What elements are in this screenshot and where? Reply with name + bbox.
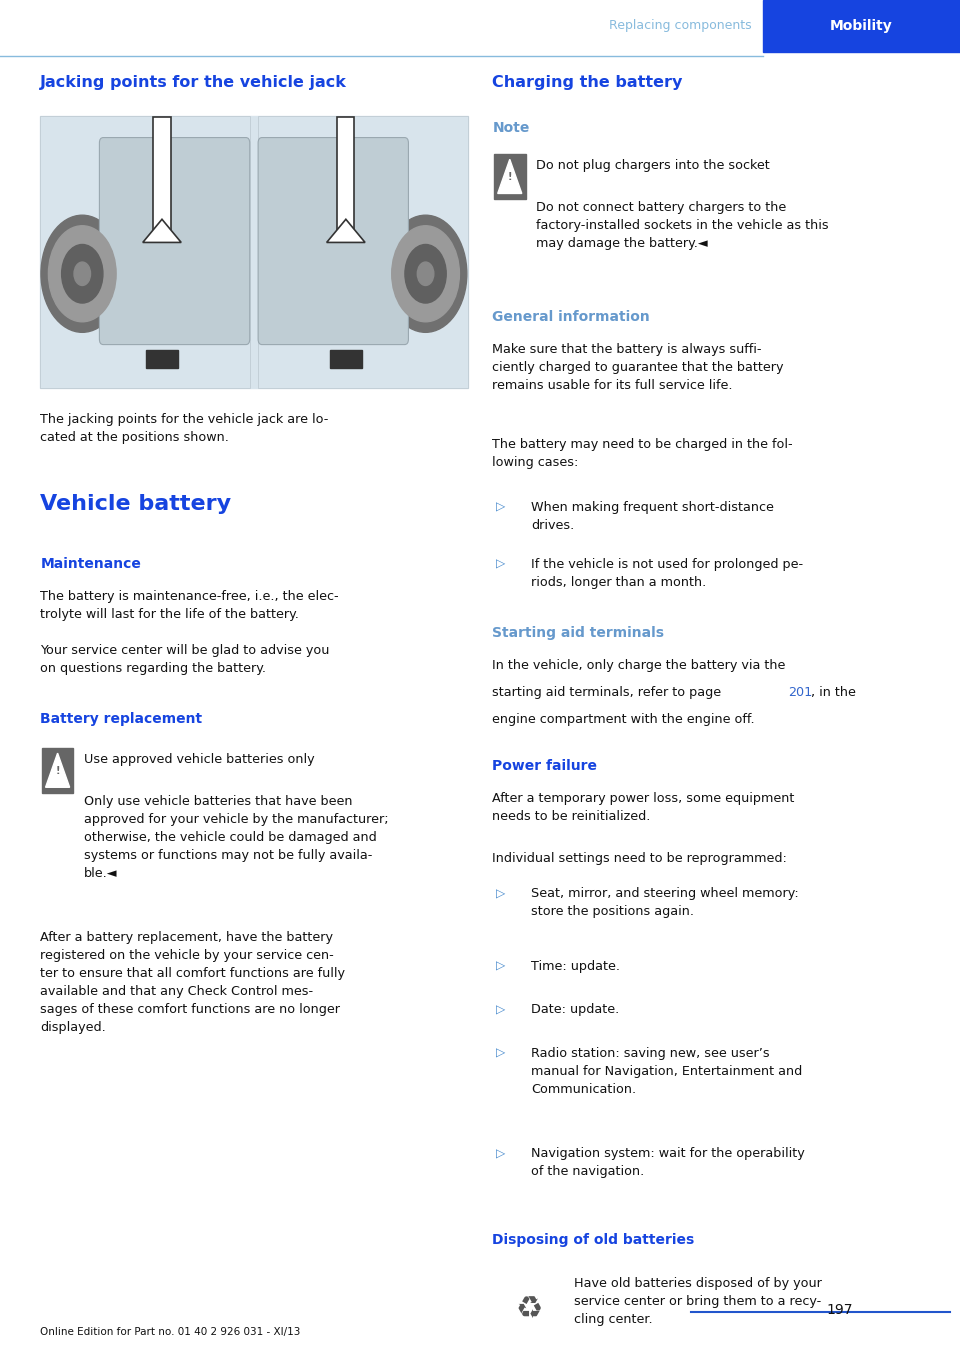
Text: Do not plug chargers into the socket: Do not plug chargers into the socket (536, 159, 769, 173)
Circle shape (405, 245, 446, 302)
Text: Maintenance: Maintenance (40, 557, 141, 571)
Text: Make sure that the battery is always suffi-
ciently charged to guarantee that th: Make sure that the battery is always suf… (492, 343, 784, 391)
Text: 201: 201 (788, 686, 812, 699)
Text: ▷: ▷ (496, 558, 506, 571)
Bar (154, 117, 171, 242)
Polygon shape (497, 159, 522, 193)
Bar (257, 116, 468, 388)
Polygon shape (45, 753, 70, 787)
Bar (329, 350, 362, 368)
Text: !: ! (56, 765, 60, 776)
Circle shape (418, 262, 434, 286)
Text: Radio station: saving new, see user’s
manual for Navigation, Entertainment and
C: Radio station: saving new, see user’s ma… (531, 1047, 803, 1095)
Circle shape (392, 226, 460, 321)
Text: Power failure: Power failure (492, 760, 597, 774)
FancyBboxPatch shape (100, 138, 250, 345)
Polygon shape (143, 219, 181, 242)
Text: The jacking points for the vehicle jack are lo-
cated at the positions shown.: The jacking points for the vehicle jack … (40, 413, 328, 444)
Text: Individual settings need to be reprogrammed:: Individual settings need to be reprogram… (492, 853, 787, 865)
Text: Seat, mirror, and steering wheel memory:
store the positions again.: Seat, mirror, and steering wheel memory:… (531, 888, 799, 918)
Bar (146, 350, 179, 368)
Circle shape (61, 245, 103, 302)
Polygon shape (326, 219, 365, 242)
Text: Do not connect battery chargers to the
factory-installed sockets in the vehicle : Do not connect battery chargers to the f… (536, 202, 828, 249)
Text: ▷: ▷ (496, 888, 506, 900)
Text: Navigation system: wait for the operability
of the navigation.: Navigation system: wait for the operabil… (531, 1148, 804, 1178)
Text: Note: Note (492, 121, 530, 135)
Text: ▷: ▷ (496, 501, 506, 513)
Text: Starting aid terminals: Starting aid terminals (492, 627, 664, 640)
Text: Battery replacement: Battery replacement (40, 712, 203, 726)
Bar (337, 117, 354, 242)
Text: The battery is maintenance-free, i.e., the elec-
trolyte will last for the life : The battery is maintenance-free, i.e., t… (40, 590, 339, 674)
Text: Jacking points for the vehicle jack: Jacking points for the vehicle jack (40, 75, 348, 90)
Text: ♻: ♻ (516, 1295, 542, 1324)
Circle shape (48, 226, 116, 321)
Text: After a battery replacement, have the battery
registered on the vehicle by your : After a battery replacement, have the ba… (40, 932, 346, 1034)
Text: Use approved vehicle batteries only: Use approved vehicle batteries only (84, 753, 314, 767)
Text: starting aid terminals, refer to page: starting aid terminals, refer to page (492, 686, 726, 699)
Bar (40, 116, 250, 388)
Text: !: ! (508, 172, 512, 183)
Text: Have old batteries disposed of by your
service center or bring them to a recy-
c: Have old batteries disposed of by your s… (574, 1278, 822, 1325)
Text: 197: 197 (827, 1303, 853, 1317)
Text: ▷: ▷ (496, 1047, 506, 1060)
Text: Mobility: Mobility (830, 19, 893, 33)
Bar (494, 154, 526, 199)
Bar (42, 748, 73, 793)
Text: ▷: ▷ (496, 960, 506, 972)
Text: General information: General information (492, 311, 650, 324)
Text: The battery may need to be charged in the fol-
lowing cases:: The battery may need to be charged in th… (492, 439, 793, 469)
Text: ▷: ▷ (496, 1004, 506, 1016)
Text: If the vehicle is not used for prolonged pe-
riods, longer than a month.: If the vehicle is not used for prolonged… (531, 558, 803, 588)
Circle shape (41, 215, 124, 332)
Text: Time: update.: Time: update. (531, 960, 620, 972)
Bar (40, 116, 468, 388)
Text: Disposing of old batteries: Disposing of old batteries (492, 1234, 695, 1248)
Text: When making frequent short-distance
drives.: When making frequent short-distance driv… (531, 501, 774, 531)
Circle shape (74, 262, 90, 286)
Text: ▷: ▷ (496, 1148, 506, 1160)
Text: , in the: , in the (811, 686, 856, 699)
Text: Only use vehicle batteries that have been
approved for your vehicle by the manuf: Only use vehicle batteries that have bee… (84, 795, 388, 880)
Circle shape (384, 215, 467, 332)
Text: Date: update.: Date: update. (531, 1004, 619, 1016)
Text: Online Edition for Part no. 01 40 2 926 031 - XI/13: Online Edition for Part no. 01 40 2 926 … (40, 1327, 300, 1336)
Text: Charging the battery: Charging the battery (492, 75, 683, 90)
FancyBboxPatch shape (258, 138, 408, 345)
Text: Replacing components: Replacing components (609, 19, 752, 33)
Bar (763, 0, 960, 52)
Text: Vehicle battery: Vehicle battery (40, 494, 231, 515)
Text: In the vehicle, only charge the battery via the: In the vehicle, only charge the battery … (492, 659, 786, 671)
Text: engine compartment with the engine off.: engine compartment with the engine off. (492, 714, 756, 726)
Text: After a temporary power loss, some equipment
needs to be reinitialized.: After a temporary power loss, some equip… (492, 793, 795, 823)
